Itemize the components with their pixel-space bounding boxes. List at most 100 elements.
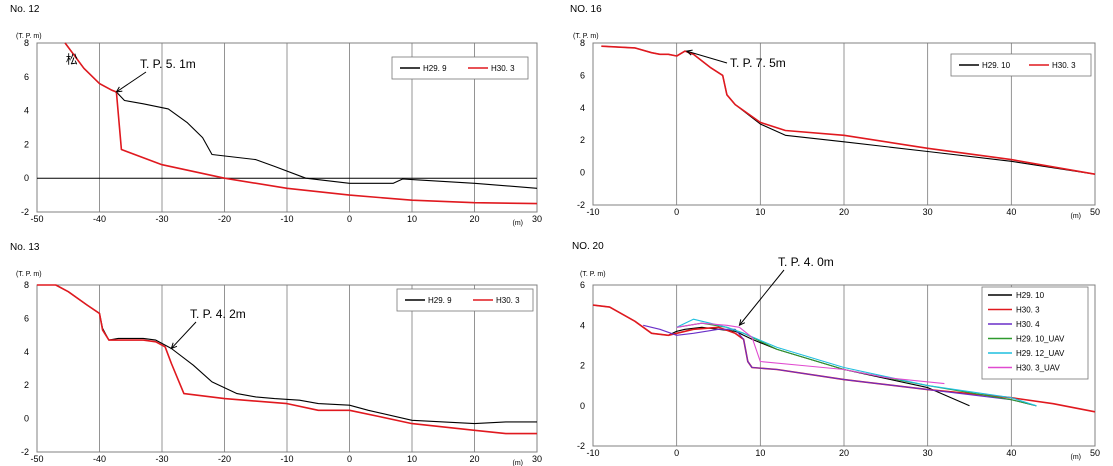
y-tick-label: 8 <box>24 280 29 290</box>
y-tick-label: 6 <box>24 313 29 323</box>
annotation-label: T. P. 5. 1m <box>140 57 196 71</box>
y-axis-label: (T. P. m) <box>16 33 42 40</box>
y-tick-label: 2 <box>24 380 29 390</box>
x-tick-label: 10 <box>755 207 765 217</box>
legend-label: H29. 9 <box>428 296 452 305</box>
legend-label: H30. 3 <box>1016 306 1040 315</box>
y-tick-label: 0 <box>580 401 585 411</box>
legend-box <box>950 53 1092 77</box>
x-tick-label: -40 <box>93 214 106 224</box>
y-tick-label: -2 <box>21 447 29 457</box>
annotation-arrowhead <box>170 342 178 350</box>
annotation-label: T. P. 7. 5m <box>730 56 786 70</box>
y-axis-label: (T. P. m) <box>16 271 42 278</box>
y-tick-label: -2 <box>577 441 585 451</box>
x-tick-label: 10 <box>755 448 765 458</box>
chart-title: No. 12 <box>10 4 40 15</box>
annotation-label: T. P. 4. 2m <box>190 307 246 321</box>
y-tick-label: 6 <box>24 72 29 82</box>
y-tick-label: -2 <box>21 207 29 217</box>
chart-title: NO. 20 <box>572 241 604 252</box>
x-tick-label: 40 <box>1006 448 1016 458</box>
x-tick-label: -50 <box>30 454 43 464</box>
y-tick-label: 0 <box>580 168 585 178</box>
x-tick-label: -10 <box>586 448 599 458</box>
x-tick-label: -10 <box>586 207 599 217</box>
y-tick-label: 8 <box>580 38 585 48</box>
annotation-label: T. P. 4. 0m <box>778 255 834 269</box>
x-tick-label: -30 <box>155 454 168 464</box>
chart-title: No. 13 <box>10 242 40 253</box>
annotation-arrow <box>171 321 197 349</box>
y-axis-label: (T. P. m) <box>580 271 606 278</box>
x-unit-label: (m) <box>513 220 524 227</box>
x-tick-label: 20 <box>839 207 849 217</box>
x-tick-label: 30 <box>923 207 933 217</box>
y-tick-label: 8 <box>24 38 29 48</box>
series-line <box>37 284 537 435</box>
legend-label: H29. 10_UAV <box>1016 335 1065 344</box>
x-unit-label: (m) <box>513 460 524 466</box>
x-tick-label: 30 <box>532 454 542 464</box>
y-tick-label: 2 <box>580 135 585 145</box>
x-unit-label: (m) <box>1071 454 1082 461</box>
legend-box <box>396 288 534 312</box>
legend-label: H30. 3 <box>1052 61 1076 70</box>
y-tick-label: 6 <box>580 280 585 290</box>
x-tick-label: -50 <box>30 214 43 224</box>
y-axis-label: (T. P. m) <box>573 33 599 40</box>
line-chart-no16: -10 0 10 20 30 40 50 (m) -2 0 2 4 6 8(T. P. m) T. P. 7… <box>573 33 1100 220</box>
legend-label: H30. 4 <box>1016 320 1040 329</box>
annotation-arrowhead <box>115 86 123 93</box>
x-tick-label: -10 <box>280 454 293 464</box>
legend-box <box>981 286 1089 380</box>
x-tick-label: 40 <box>1006 207 1016 217</box>
x-tick-label: 20 <box>469 214 479 224</box>
series-line <box>676 318 1037 407</box>
x-tick-label: 50 <box>1090 448 1100 458</box>
legend-label: H29. 10 <box>1016 291 1045 300</box>
x-tick-label: 0 <box>347 454 352 464</box>
y-tick-label: 6 <box>580 70 585 80</box>
marker-label: 松 <box>66 53 78 67</box>
y-tick-label: -2 <box>577 200 585 210</box>
legend-label: H30. 3 <box>496 296 520 305</box>
y-tick-label: 4 <box>24 347 29 357</box>
x-tick-label: 20 <box>839 448 849 458</box>
legend-label: H30. 3 <box>491 64 515 73</box>
legend-box <box>391 56 529 80</box>
y-tick-label: 4 <box>24 106 29 116</box>
x-unit-label: (m) <box>1071 213 1082 220</box>
x-tick-label: 0 <box>674 448 679 458</box>
x-tick-label: 30 <box>532 214 542 224</box>
y-tick-label: 4 <box>580 320 585 330</box>
x-tick-label: 0 <box>674 207 679 217</box>
series-line <box>601 45 1096 175</box>
legend-label: H30. 3_UAV <box>1016 364 1061 373</box>
x-tick-label: 10 <box>407 214 417 224</box>
legend-label: H29. 12_UAV <box>1016 349 1065 358</box>
annotation-arrowhead <box>685 49 693 56</box>
x-tick-label: 30 <box>923 448 933 458</box>
chart-title: NO. 16 <box>570 4 602 15</box>
y-tick-label: 0 <box>24 414 29 424</box>
x-tick-label: -20 <box>218 214 231 224</box>
y-tick-label: 2 <box>580 361 585 371</box>
x-tick-label: -30 <box>155 214 168 224</box>
x-tick-label: -10 <box>280 214 293 224</box>
x-tick-label: -20 <box>218 454 231 464</box>
y-tick-label: 2 <box>24 139 29 149</box>
legend-label: H29. 9 <box>423 64 447 73</box>
annotation-arrowhead <box>738 319 746 327</box>
legend-label: H29. 10 <box>982 61 1011 70</box>
y-tick-label: 4 <box>580 103 585 113</box>
x-tick-label: -40 <box>93 454 106 464</box>
series-line <box>676 322 945 385</box>
annotation-arrow <box>686 50 728 64</box>
series-line <box>676 322 1037 407</box>
x-tick-label: 50 <box>1090 207 1100 217</box>
annotation-arrow <box>739 269 785 326</box>
